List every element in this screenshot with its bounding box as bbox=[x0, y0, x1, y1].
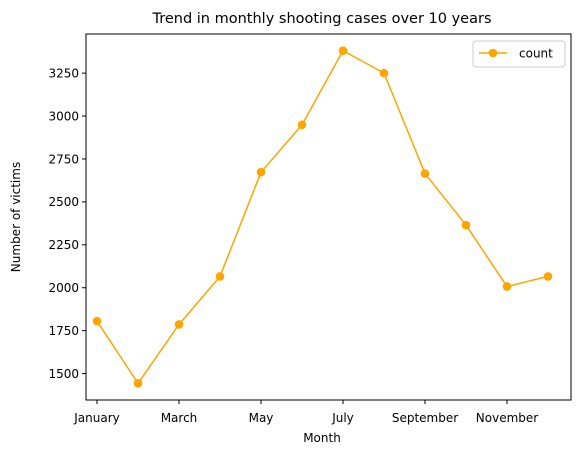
legend-marker-swatch bbox=[488, 48, 498, 58]
y-tick-label: 2250 bbox=[48, 238, 79, 252]
series-line-count bbox=[96, 49, 549, 385]
y-tick-label: 3000 bbox=[48, 109, 79, 123]
x-axis-label: Month bbox=[303, 431, 341, 445]
x-tick-label: January bbox=[73, 411, 120, 425]
data-point-july bbox=[338, 46, 348, 55]
chart-legend: count bbox=[472, 40, 566, 68]
x-tick-label: March bbox=[161, 411, 198, 425]
data-point-february bbox=[133, 379, 143, 388]
data-point-november bbox=[502, 282, 512, 291]
data-point-october bbox=[461, 220, 471, 230]
x-tick-label: September bbox=[392, 411, 458, 425]
y-tick-label: 1500 bbox=[48, 367, 79, 381]
y-axis-label: Number of victims bbox=[9, 162, 23, 272]
plot-series bbox=[92, 46, 553, 388]
data-point-august bbox=[379, 68, 389, 78]
y-tick-label: 2750 bbox=[48, 152, 79, 166]
data-point-march bbox=[174, 320, 184, 329]
legend-box bbox=[472, 40, 566, 68]
data-point-april bbox=[215, 272, 225, 281]
y-tick-label: 2500 bbox=[48, 195, 79, 209]
chart-title: Trend in monthly shooting cases over 10 … bbox=[151, 11, 491, 27]
data-point-december bbox=[543, 272, 553, 281]
y-tick-label: 1750 bbox=[48, 324, 79, 338]
data-point-september bbox=[420, 169, 430, 178]
y-tick-label: 2000 bbox=[48, 281, 79, 295]
data-point-january bbox=[92, 316, 102, 326]
x-axis: January March May July September November bbox=[73, 400, 538, 425]
y-axis: 1500 1750 2000 2250 2500 2750 3000 3250 bbox=[48, 66, 86, 381]
x-tick-label: May bbox=[249, 411, 274, 425]
x-tick-label: July bbox=[331, 411, 354, 425]
legend-label-count: count bbox=[519, 47, 553, 61]
x-tick-label: November bbox=[476, 411, 538, 425]
data-point-may bbox=[256, 167, 266, 177]
data-point-june bbox=[297, 120, 307, 130]
y-tick-label: 3250 bbox=[48, 66, 79, 80]
plot-area-frame bbox=[85, 33, 572, 401]
